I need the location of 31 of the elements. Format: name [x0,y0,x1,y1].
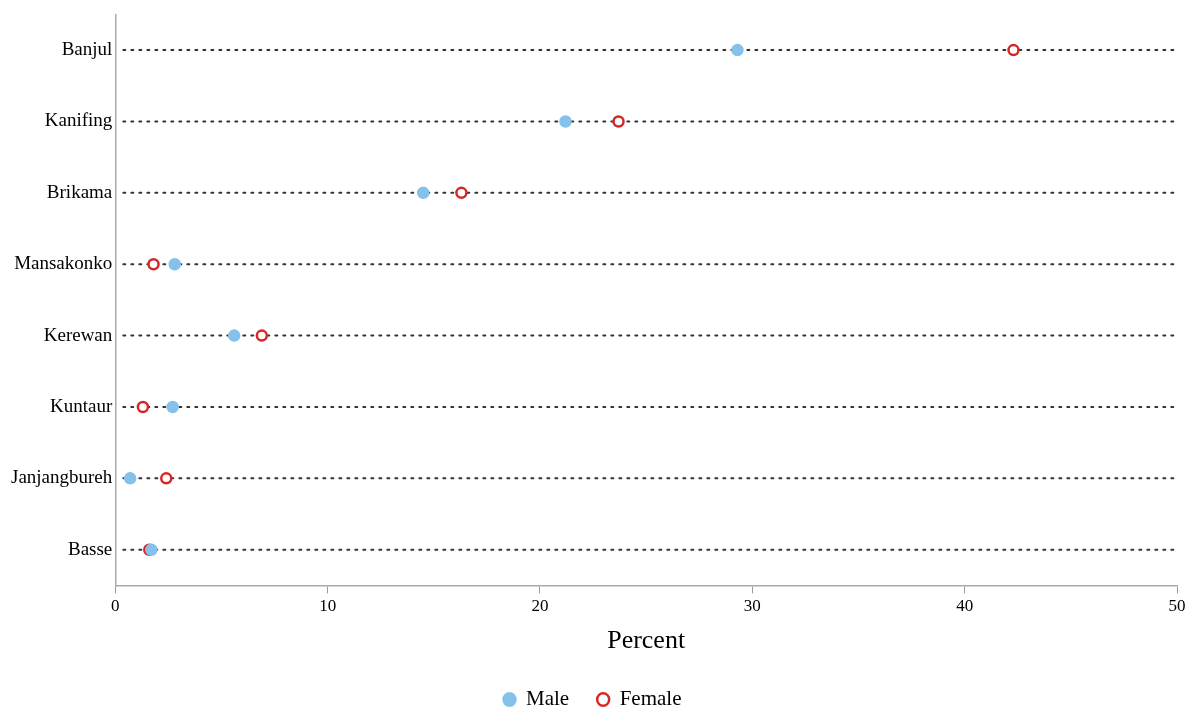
point [160,472,173,485]
point [166,400,179,414]
x-axis-title: Percent [607,625,686,655]
point [168,257,182,271]
point [123,472,137,485]
point [227,329,241,342]
point [147,257,160,271]
point [731,43,744,57]
y-tick-label: Kuntaur [50,394,113,416]
y-tick-label: Basse [67,537,113,559]
y-tick-label: Mansakonko [14,252,113,274]
legend-label: Female [619,686,682,711]
x-tick-label: 20 [531,596,549,616]
legend-label: Male [526,686,570,711]
y-tick-label: Kerewan [43,323,113,345]
point [136,400,150,414]
x-tick-label: 0 [111,596,120,616]
x-tick-label: 30 [743,596,761,616]
point [1007,43,1020,57]
point [416,186,430,200]
y-tick-label: Banjul [61,38,113,60]
point [255,329,269,342]
point [559,115,572,128]
point [455,186,468,200]
y-tick-label: Janjangbureh [10,466,113,488]
x-tick-label: 50 [1168,596,1186,616]
y-tick-label: Kanifing [44,109,113,131]
x-tick-label: 40 [956,596,974,616]
x-tick-label: 10 [319,596,337,616]
point [612,115,625,128]
y-tick-label: Brikama [46,180,113,202]
